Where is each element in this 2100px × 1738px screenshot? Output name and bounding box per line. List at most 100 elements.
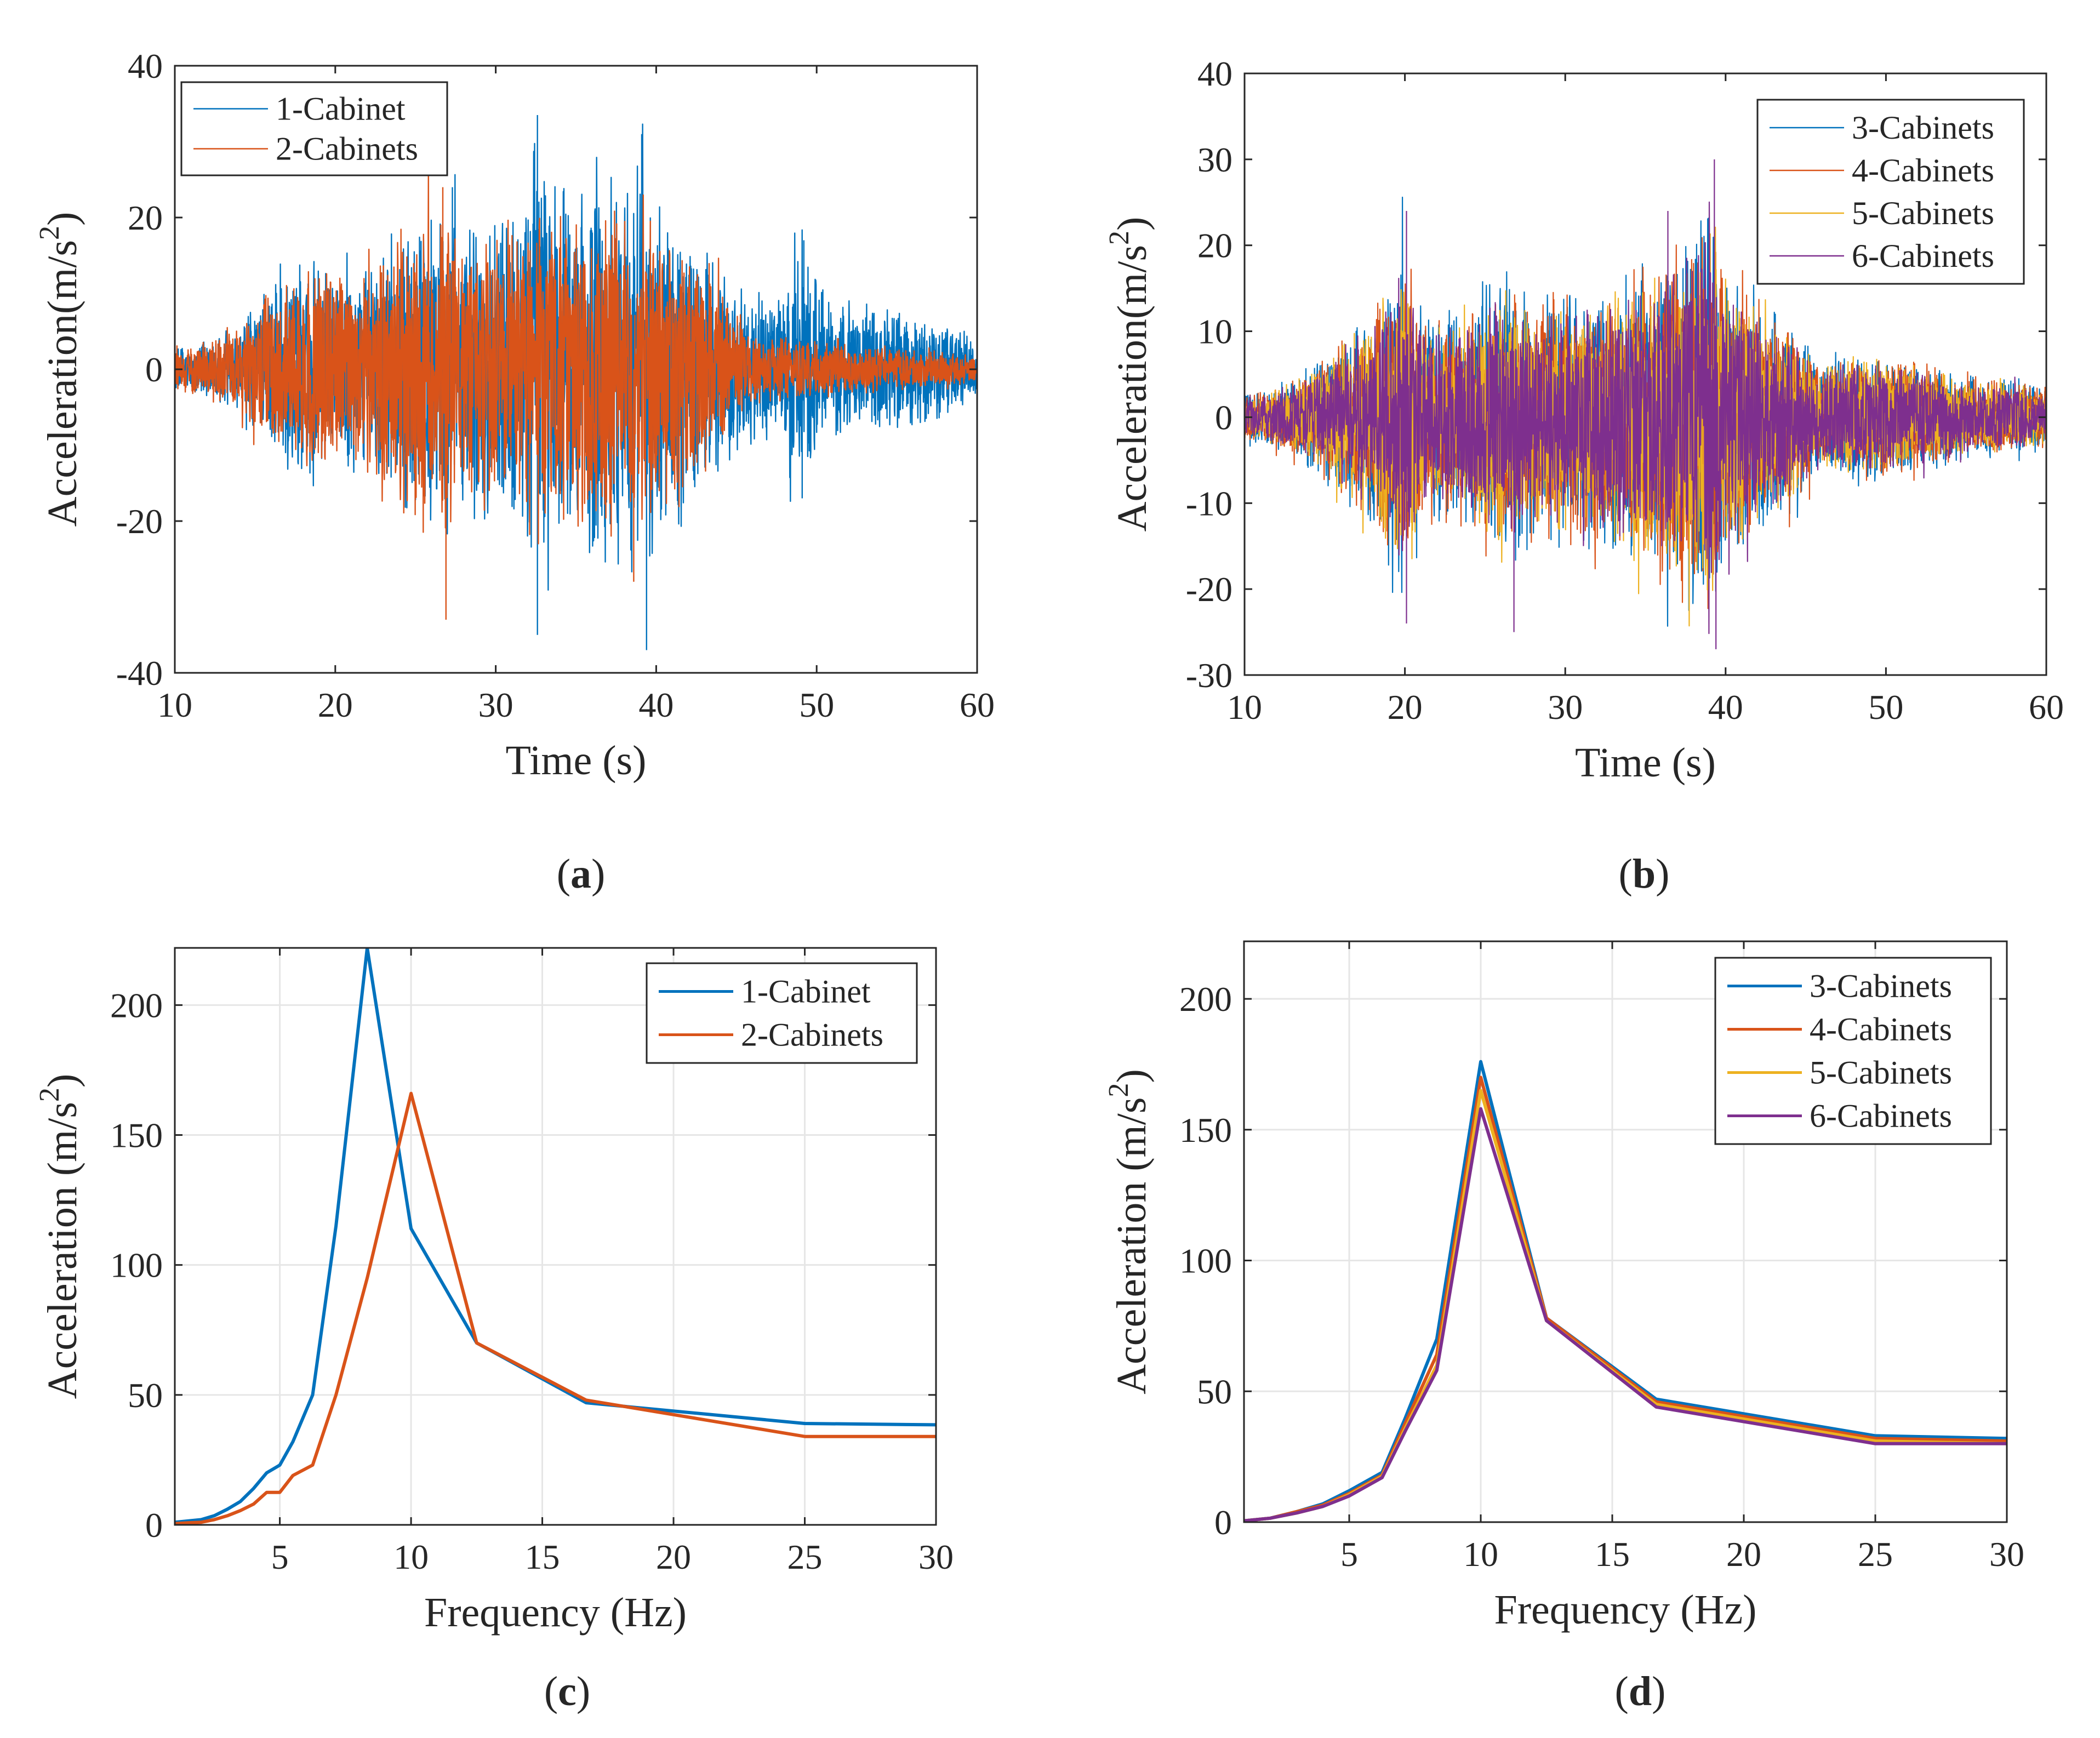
caption-paren-open: ( [557, 851, 570, 897]
axes-box [174, 947, 937, 1526]
y-axis-label-end: ) [1109, 1069, 1155, 1083]
x-tick-label: 20 [1388, 688, 1423, 727]
y-tick-label: -20 [116, 502, 163, 541]
x-tick-label: 40 [1708, 688, 1743, 727]
y-axis-label-end: ) [1109, 217, 1155, 231]
x-tick-label: 30 [918, 1537, 954, 1576]
y-tick-label: -20 [1186, 570, 1232, 609]
x-tick-label: 10 [1463, 1535, 1498, 1574]
y-tick-label: 100 [1179, 1242, 1232, 1280]
y-tick-label: 0 [1214, 1503, 1232, 1542]
y-tick-label: 20 [128, 198, 163, 237]
y-tick-label: 0 [145, 350, 163, 389]
series-line-6-cabinets [1244, 1107, 2007, 1522]
y-axis-label-superscript: 2 [1103, 1083, 1134, 1097]
x-tick-label: 10 [157, 685, 192, 724]
legend: 3-Cabinets 4-Cabinets 5-Cabinets 6-Cabinets [1756, 99, 2025, 285]
caption-paren-open: ( [1615, 1668, 1629, 1714]
y-axis-label-superscript: 2 [1104, 231, 1135, 245]
panel-a: 10 20 30 40 50 60 -40 -20 0 20 40 Time (s) Accelerat… [34, 47, 995, 897]
y-tick-label: 20 [1197, 226, 1232, 265]
panel-b: 10 20 30 40 50 60 -30 -20 -10 0 10 20 30 40 Time (s) Ac… [1104, 54, 2064, 897]
legend-label: 6-Cabinets [1852, 238, 1994, 274]
panel-caption: (d) [1615, 1668, 1666, 1714]
legend-label: 2-Cabinets [276, 131, 418, 167]
y-axis-label-main: Acceleration (m/s [39, 1102, 85, 1399]
caption-paren-close: ) [577, 1668, 590, 1714]
y-axis-label-end: ) [39, 212, 85, 226]
y-tick-label: 30 [1197, 140, 1232, 179]
series-line-6-cabinets [1245, 159, 2046, 649]
axes-box [1243, 72, 2047, 676]
y-axis-label-main: Acceleration(m/s [1109, 245, 1155, 531]
legend-label: 1-Cabinet [276, 91, 406, 127]
y-axis-label-superscript: 2 [34, 226, 65, 240]
legend-label: 4-Cabinets [1852, 152, 1994, 188]
series-line-2-cabinets [175, 1091, 936, 1525]
y-tick-label: 100 [110, 1246, 163, 1285]
caption-paren-open: ( [1619, 851, 1633, 897]
x-axis-label: Time (s) [506, 737, 647, 784]
y-tick-label: 0 [145, 1506, 163, 1545]
series-line-2-cabinets [175, 167, 977, 620]
caption-paren-close: ) [1656, 851, 1669, 897]
x-tick-label: 15 [525, 1537, 560, 1576]
x-tick-label: 60 [960, 685, 995, 724]
legend-box [1714, 957, 1992, 1145]
y-axis-label: Acceleration (m/s2) [1103, 1069, 1155, 1394]
legend: 3-Cabinets 4-Cabinets 5-Cabinets 6-Cabinets [1714, 957, 1992, 1145]
x-tick-label: 30 [1989, 1535, 2024, 1574]
y-tick-label: 0 [1215, 398, 1232, 437]
x-tick-label: 15 [1595, 1535, 1630, 1574]
x-tick-label: 50 [1868, 688, 1903, 727]
y-tick-label: 150 [110, 1116, 163, 1155]
legend-label: 5-Cabinets [1852, 195, 1994, 231]
legend-box [180, 81, 448, 176]
x-tick-label: 20 [1726, 1535, 1761, 1574]
caption-letter: c [558, 1668, 577, 1714]
y-tick-label: 200 [110, 986, 163, 1025]
x-tick-label: 5 [271, 1537, 289, 1576]
x-tick-label: 20 [318, 685, 353, 724]
x-tick-label: 10 [393, 1537, 429, 1576]
axes-box [1243, 940, 2008, 1523]
legend-box [1756, 99, 2025, 285]
panel-d: 5 10 15 20 25 30 0 50 100 150 200 Frequency (Hz) Acc… [1103, 940, 2024, 1714]
series-line-5-cabinets [1244, 1089, 2007, 1522]
x-tick-label: 30 [1548, 688, 1583, 727]
plot-area [175, 115, 977, 650]
plot-area [1244, 1060, 2007, 1522]
legend: 1-Cabinet 2-Cabinets [180, 81, 448, 176]
y-tick-label: 200 [1179, 980, 1232, 1019]
y-axis-label-end: ) [39, 1074, 85, 1088]
caption-letter: b [1633, 851, 1656, 897]
x-axis-label: Frequency (Hz) [424, 1590, 687, 1636]
legend-label: 4-Cabinets [1810, 1011, 1952, 1048]
legend-box [646, 962, 918, 1064]
y-axis-label: Acceleration(m/s2) [1104, 217, 1155, 532]
x-tick-label: 25 [1858, 1535, 1893, 1574]
y-tick-label: 10 [1197, 312, 1232, 351]
y-axis-label-main: Acceleration(m/s [39, 240, 85, 527]
caption-letter: d [1629, 1668, 1652, 1714]
y-tick-label: 150 [1179, 1111, 1232, 1150]
x-tick-label: 40 [638, 685, 674, 724]
plot-area [1245, 159, 2046, 649]
y-tick-label: -30 [1186, 656, 1232, 695]
panel-caption: (b) [1619, 851, 1670, 897]
legend-label: 3-Cabinets [1810, 968, 1952, 1004]
x-tick-label: 60 [2029, 688, 2064, 727]
x-axis-label: Time (s) [1575, 740, 1716, 786]
panel-caption: (a) [557, 851, 606, 897]
x-tick-label: 50 [799, 685, 834, 724]
y-axis-label: Acceleration (m/s2) [34, 1074, 85, 1399]
caption-paren-open: ( [544, 1668, 558, 1714]
y-tick-label: 50 [1197, 1372, 1232, 1411]
legend-label: 2-Cabinets [741, 1017, 883, 1053]
x-tick-label: 5 [1340, 1535, 1358, 1574]
y-axis-label-superscript: 2 [34, 1088, 65, 1102]
legend-label: 1-Cabinet [741, 974, 871, 1010]
panel-c: 5 10 15 20 25 30 0 50 100 150 200 Frequency (Hz) Acc… [34, 947, 954, 1714]
legend-label: 6-Cabinets [1810, 1098, 1952, 1134]
